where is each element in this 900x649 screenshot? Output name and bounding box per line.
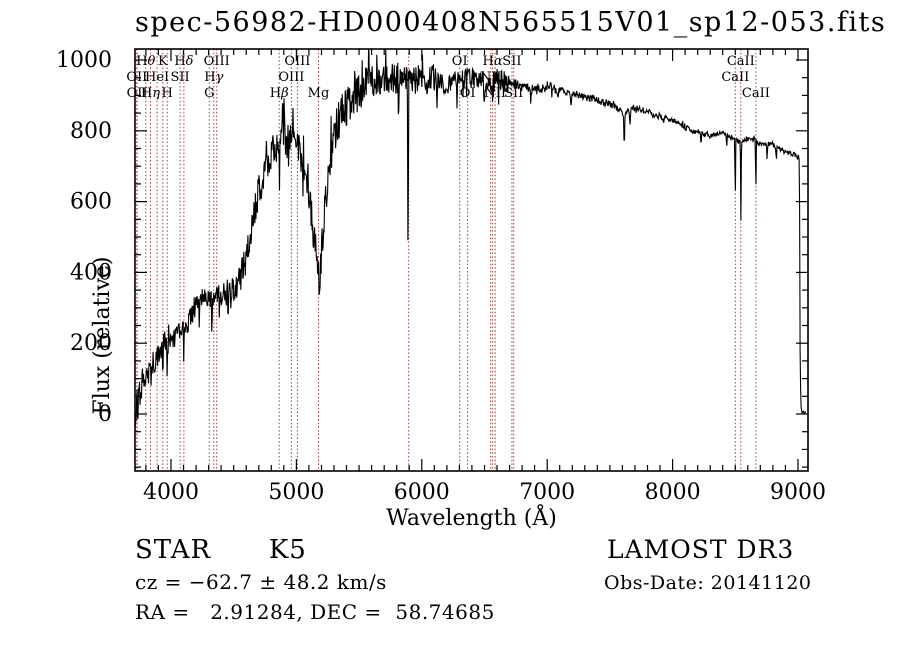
y-tick-label: 0 bbox=[98, 402, 112, 427]
y-tick-label: 400 bbox=[70, 260, 112, 285]
plot-title: spec-56982-HD000408N565515V01_sp12-053.f… bbox=[135, 7, 887, 38]
spectral-line-label: Hβ bbox=[270, 86, 289, 101]
spectral-line-label: K bbox=[158, 54, 168, 69]
x-tick-label: 8000 bbox=[645, 480, 701, 505]
spectral-line-label: Hα bbox=[483, 54, 503, 69]
y-tick-label: 800 bbox=[70, 119, 112, 144]
spectral-line-label: CaII bbox=[742, 86, 770, 101]
plot-border bbox=[134, 48, 809, 472]
obs-date-value: Obs-Date: 20141120 bbox=[604, 572, 812, 594]
spectral-line-label: OI bbox=[460, 86, 476, 101]
ra-dec-value: RA = 2.91284, DEC = 58.74685 bbox=[135, 600, 495, 624]
y-tick-label: 200 bbox=[70, 331, 112, 356]
x-tick-label: 7000 bbox=[519, 480, 575, 505]
spectral-line-label: SII bbox=[502, 54, 521, 69]
object-class-label: STAR K5 bbox=[135, 535, 307, 565]
spectral-line-label: G bbox=[204, 86, 214, 101]
spectral-line-label: H bbox=[162, 86, 173, 101]
x-tick-label: 5000 bbox=[268, 480, 324, 505]
x-tick-label: 6000 bbox=[394, 480, 450, 505]
spectrum-trace bbox=[135, 49, 807, 430]
x-tick-label: 9000 bbox=[770, 480, 826, 505]
cz-value: cz = −62.7 ± 48.2 km/s bbox=[135, 570, 387, 594]
spectral-line-label: HeI bbox=[145, 70, 169, 85]
spectral-line-label: Hη bbox=[141, 86, 160, 101]
spectral-line-label: OIII bbox=[204, 54, 230, 69]
x-tick-label: 4000 bbox=[143, 480, 199, 505]
spectral-line-label: Mg bbox=[308, 86, 330, 101]
spectral-line-label: OIII bbox=[278, 70, 304, 85]
spectral-line-label: OI bbox=[452, 54, 468, 69]
spectral-line-label: CaII bbox=[721, 70, 749, 85]
x-axis-label: Wavelength (Å) bbox=[386, 506, 557, 531]
y-tick-label: 600 bbox=[70, 190, 112, 215]
spectral-line-label: OII bbox=[127, 86, 148, 101]
spectral-line-label: CaII bbox=[727, 54, 755, 69]
y-tick-label: 1000 bbox=[56, 48, 112, 73]
spectral-line-label: Hθ bbox=[136, 54, 155, 69]
spectral-line-label: Hγ bbox=[204, 70, 223, 85]
spectral-line-label: SII bbox=[171, 70, 190, 85]
spectral-line-label: OIII bbox=[284, 54, 310, 69]
survey-label: LAMOST DR3 bbox=[607, 535, 795, 564]
spectral-line-label: SII bbox=[504, 86, 523, 101]
y-axis-label: Flux (relative) bbox=[90, 256, 116, 415]
spectral-line-label: Hδ bbox=[174, 54, 193, 69]
